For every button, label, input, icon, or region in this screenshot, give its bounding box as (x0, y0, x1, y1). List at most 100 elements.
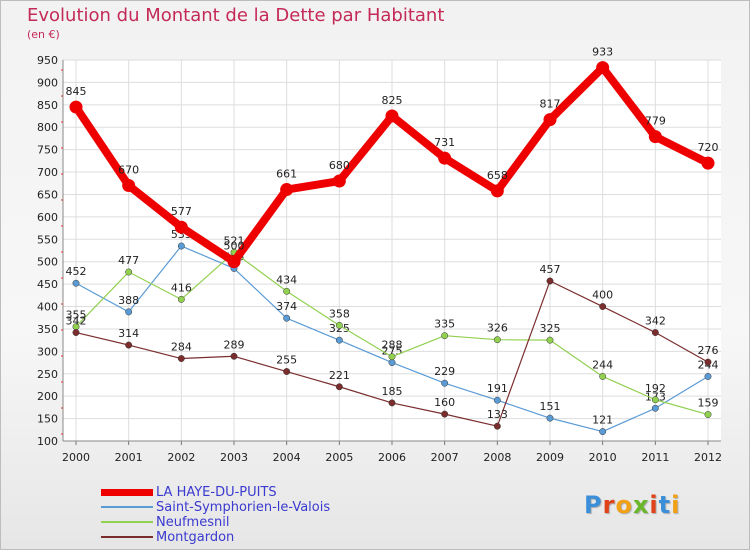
data-point (546, 414, 554, 422)
data-label: 288 (382, 339, 403, 352)
data-label: 229 (434, 365, 455, 378)
data-label: 192 (645, 382, 666, 395)
data-label: 416 (171, 281, 192, 294)
x-tick-label: 2003 (220, 451, 248, 464)
data-point (599, 303, 607, 310)
legend-swatch (101, 521, 153, 523)
data-label: 670 (118, 164, 139, 177)
y-tick-label: 200 (37, 390, 58, 403)
y-tick-label: 850 (37, 99, 58, 112)
chart-title: Evolution du Montant de la Dette par Hab… (27, 5, 445, 26)
data-point (72, 279, 80, 287)
data-label: 221 (329, 369, 350, 382)
data-label: 358 (329, 307, 350, 320)
data-point (122, 179, 136, 193)
data-label: 121 (592, 414, 613, 427)
data-point (701, 156, 715, 170)
data-label: 244 (592, 358, 613, 371)
data-label: 326 (487, 322, 508, 335)
legend-swatch (101, 488, 153, 496)
data-point (174, 220, 188, 234)
legend-swatch (101, 506, 153, 508)
data-label: 817 (540, 98, 561, 111)
data-label: 374 (276, 300, 297, 313)
data-point (388, 399, 396, 407)
data-label: 335 (434, 318, 455, 331)
data-label: 933 (592, 46, 613, 59)
y-tick-label: 150 (37, 413, 58, 426)
data-point (599, 373, 607, 380)
data-label: 314 (118, 327, 139, 340)
data-label: 400 (592, 289, 613, 302)
y-tick-label: 600 (37, 211, 58, 224)
data-label: 477 (118, 254, 139, 267)
data-label: 825 (382, 94, 403, 107)
legend-item: Saint-Symphorien-le-Valois (101, 500, 330, 515)
data-point (438, 151, 452, 165)
data-point (280, 183, 294, 197)
data-label: 355 (66, 309, 87, 322)
x-tick-label: 2008 (483, 451, 511, 464)
legend-label: Neufmesnil (156, 514, 230, 530)
proxiti-logo: Proxiti (584, 491, 681, 519)
data-label: 521 (224, 234, 245, 247)
data-point (388, 353, 396, 361)
x-tick-label: 2010 (589, 451, 617, 464)
x-tick-label: 2000 (62, 451, 90, 464)
data-point (125, 268, 133, 276)
data-label: 720 (698, 141, 719, 154)
data-point (72, 329, 80, 336)
x-tick-label: 2009 (536, 451, 564, 464)
data-point (283, 368, 291, 375)
data-point (441, 410, 449, 418)
data-point (177, 242, 185, 250)
y-tick-label: 650 (37, 188, 58, 201)
y-tick-label: 900 (37, 76, 58, 89)
data-point (388, 359, 396, 367)
x-tick-label: 2011 (641, 451, 669, 464)
legend-item: LA HAYE-DU-PUITS (101, 485, 277, 500)
data-label: 284 (171, 341, 192, 354)
data-point (704, 411, 712, 419)
data-label: 779 (645, 115, 666, 128)
y-tick-label: 350 (37, 323, 58, 336)
x-tick-label: 2006 (378, 451, 406, 464)
x-tick-label: 2007 (431, 451, 459, 464)
data-label: 159 (698, 397, 719, 410)
data-point (332, 174, 346, 188)
x-tick-label: 2001 (115, 451, 143, 464)
data-point (493, 396, 501, 404)
data-point (493, 336, 501, 344)
data-point (599, 428, 607, 436)
legend-item: Neufmesnil (101, 514, 230, 530)
y-tick-label: 550 (37, 233, 58, 246)
data-point (335, 336, 343, 344)
data-label: 661 (276, 168, 297, 181)
y-tick-label: 100 (37, 435, 58, 448)
y-tick-label: 400 (37, 301, 58, 314)
data-point (125, 341, 133, 349)
data-point (493, 422, 501, 430)
data-point (546, 277, 554, 285)
data-point (546, 336, 554, 344)
data-label: 276 (698, 344, 719, 357)
data-label: 577 (171, 205, 192, 218)
data-label: 680 (329, 159, 350, 172)
data-point (335, 321, 343, 329)
y-tick-label: 450 (37, 278, 58, 291)
y-tick-label: 950 (37, 54, 58, 67)
data-point (177, 295, 185, 303)
data-point (227, 255, 241, 269)
data-point (69, 100, 83, 114)
data-label: 388 (118, 294, 139, 307)
x-tick-label: 2005 (325, 451, 353, 464)
legend-label: Montgardon (156, 529, 235, 545)
data-point (651, 396, 659, 404)
data-label: 191 (487, 382, 508, 395)
data-label: 434 (276, 273, 297, 286)
y-tick-label: 750 (37, 144, 58, 157)
data-point (704, 373, 712, 380)
data-point (335, 383, 343, 391)
